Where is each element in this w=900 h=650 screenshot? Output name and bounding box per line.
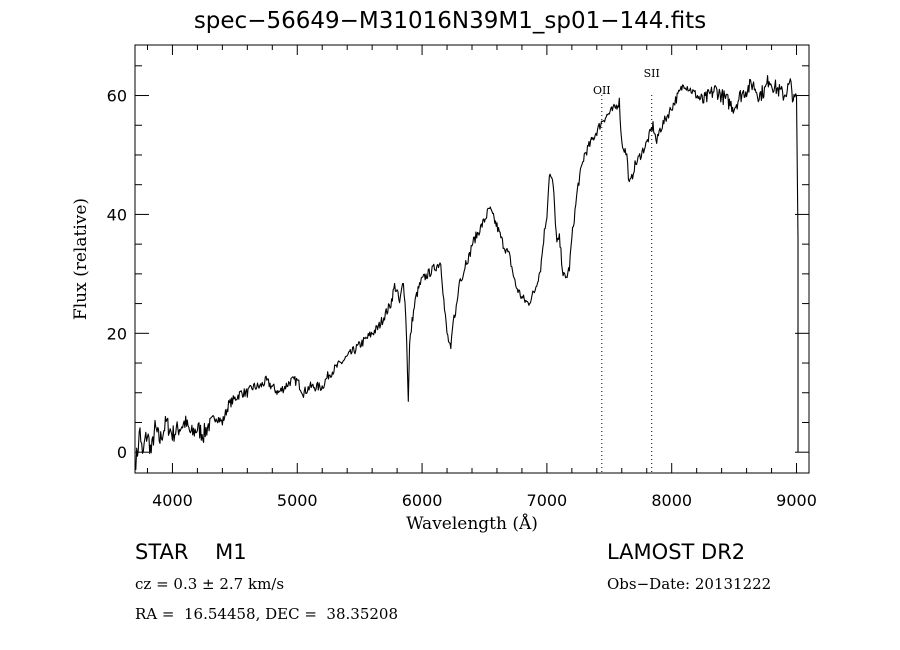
chart-title: spec−56649−M31016N39M1_sp01−144.fits bbox=[193, 8, 707, 34]
x-tick-label: 7000 bbox=[527, 491, 568, 510]
plot-frame bbox=[134, 44, 810, 474]
line-annotations: OII SII bbox=[593, 67, 660, 473]
annotation-label: OII bbox=[593, 84, 611, 97]
x-tick-label: 9000 bbox=[776, 491, 817, 510]
y-tick-labels: 0 20 40 60 bbox=[107, 87, 127, 463]
x-tick-label: 5000 bbox=[277, 491, 318, 510]
coordinates-label: RA = 16.54458, DEC = 38.35208 bbox=[135, 605, 399, 623]
axis-ticks bbox=[135, 45, 809, 473]
x-tick-labels: 4000 5000 6000 7000 8000 9000 bbox=[152, 491, 817, 510]
annotation-label: SII bbox=[644, 67, 660, 80]
spectrum-line bbox=[134, 75, 799, 471]
x-tick-label: 8000 bbox=[651, 491, 692, 510]
redshift-label: cz = 0.3 ± 2.7 km/s bbox=[135, 575, 285, 593]
survey-label: LAMOST DR2 bbox=[607, 540, 746, 564]
y-axis-label: Flux (relative) bbox=[71, 198, 91, 320]
x-tick-label: 6000 bbox=[402, 491, 443, 510]
y-tick-label: 0 bbox=[117, 443, 127, 462]
obs-date-label: Obs−Date: 20131222 bbox=[607, 575, 772, 593]
y-tick-label: 20 bbox=[107, 324, 127, 343]
object-class-label: STAR M1 bbox=[135, 540, 247, 564]
x-axis-label: Wavelength (Å) bbox=[406, 513, 538, 534]
x-tick-label: 4000 bbox=[152, 491, 193, 510]
y-tick-label: 60 bbox=[107, 87, 127, 106]
y-tick-label: 40 bbox=[107, 205, 127, 224]
